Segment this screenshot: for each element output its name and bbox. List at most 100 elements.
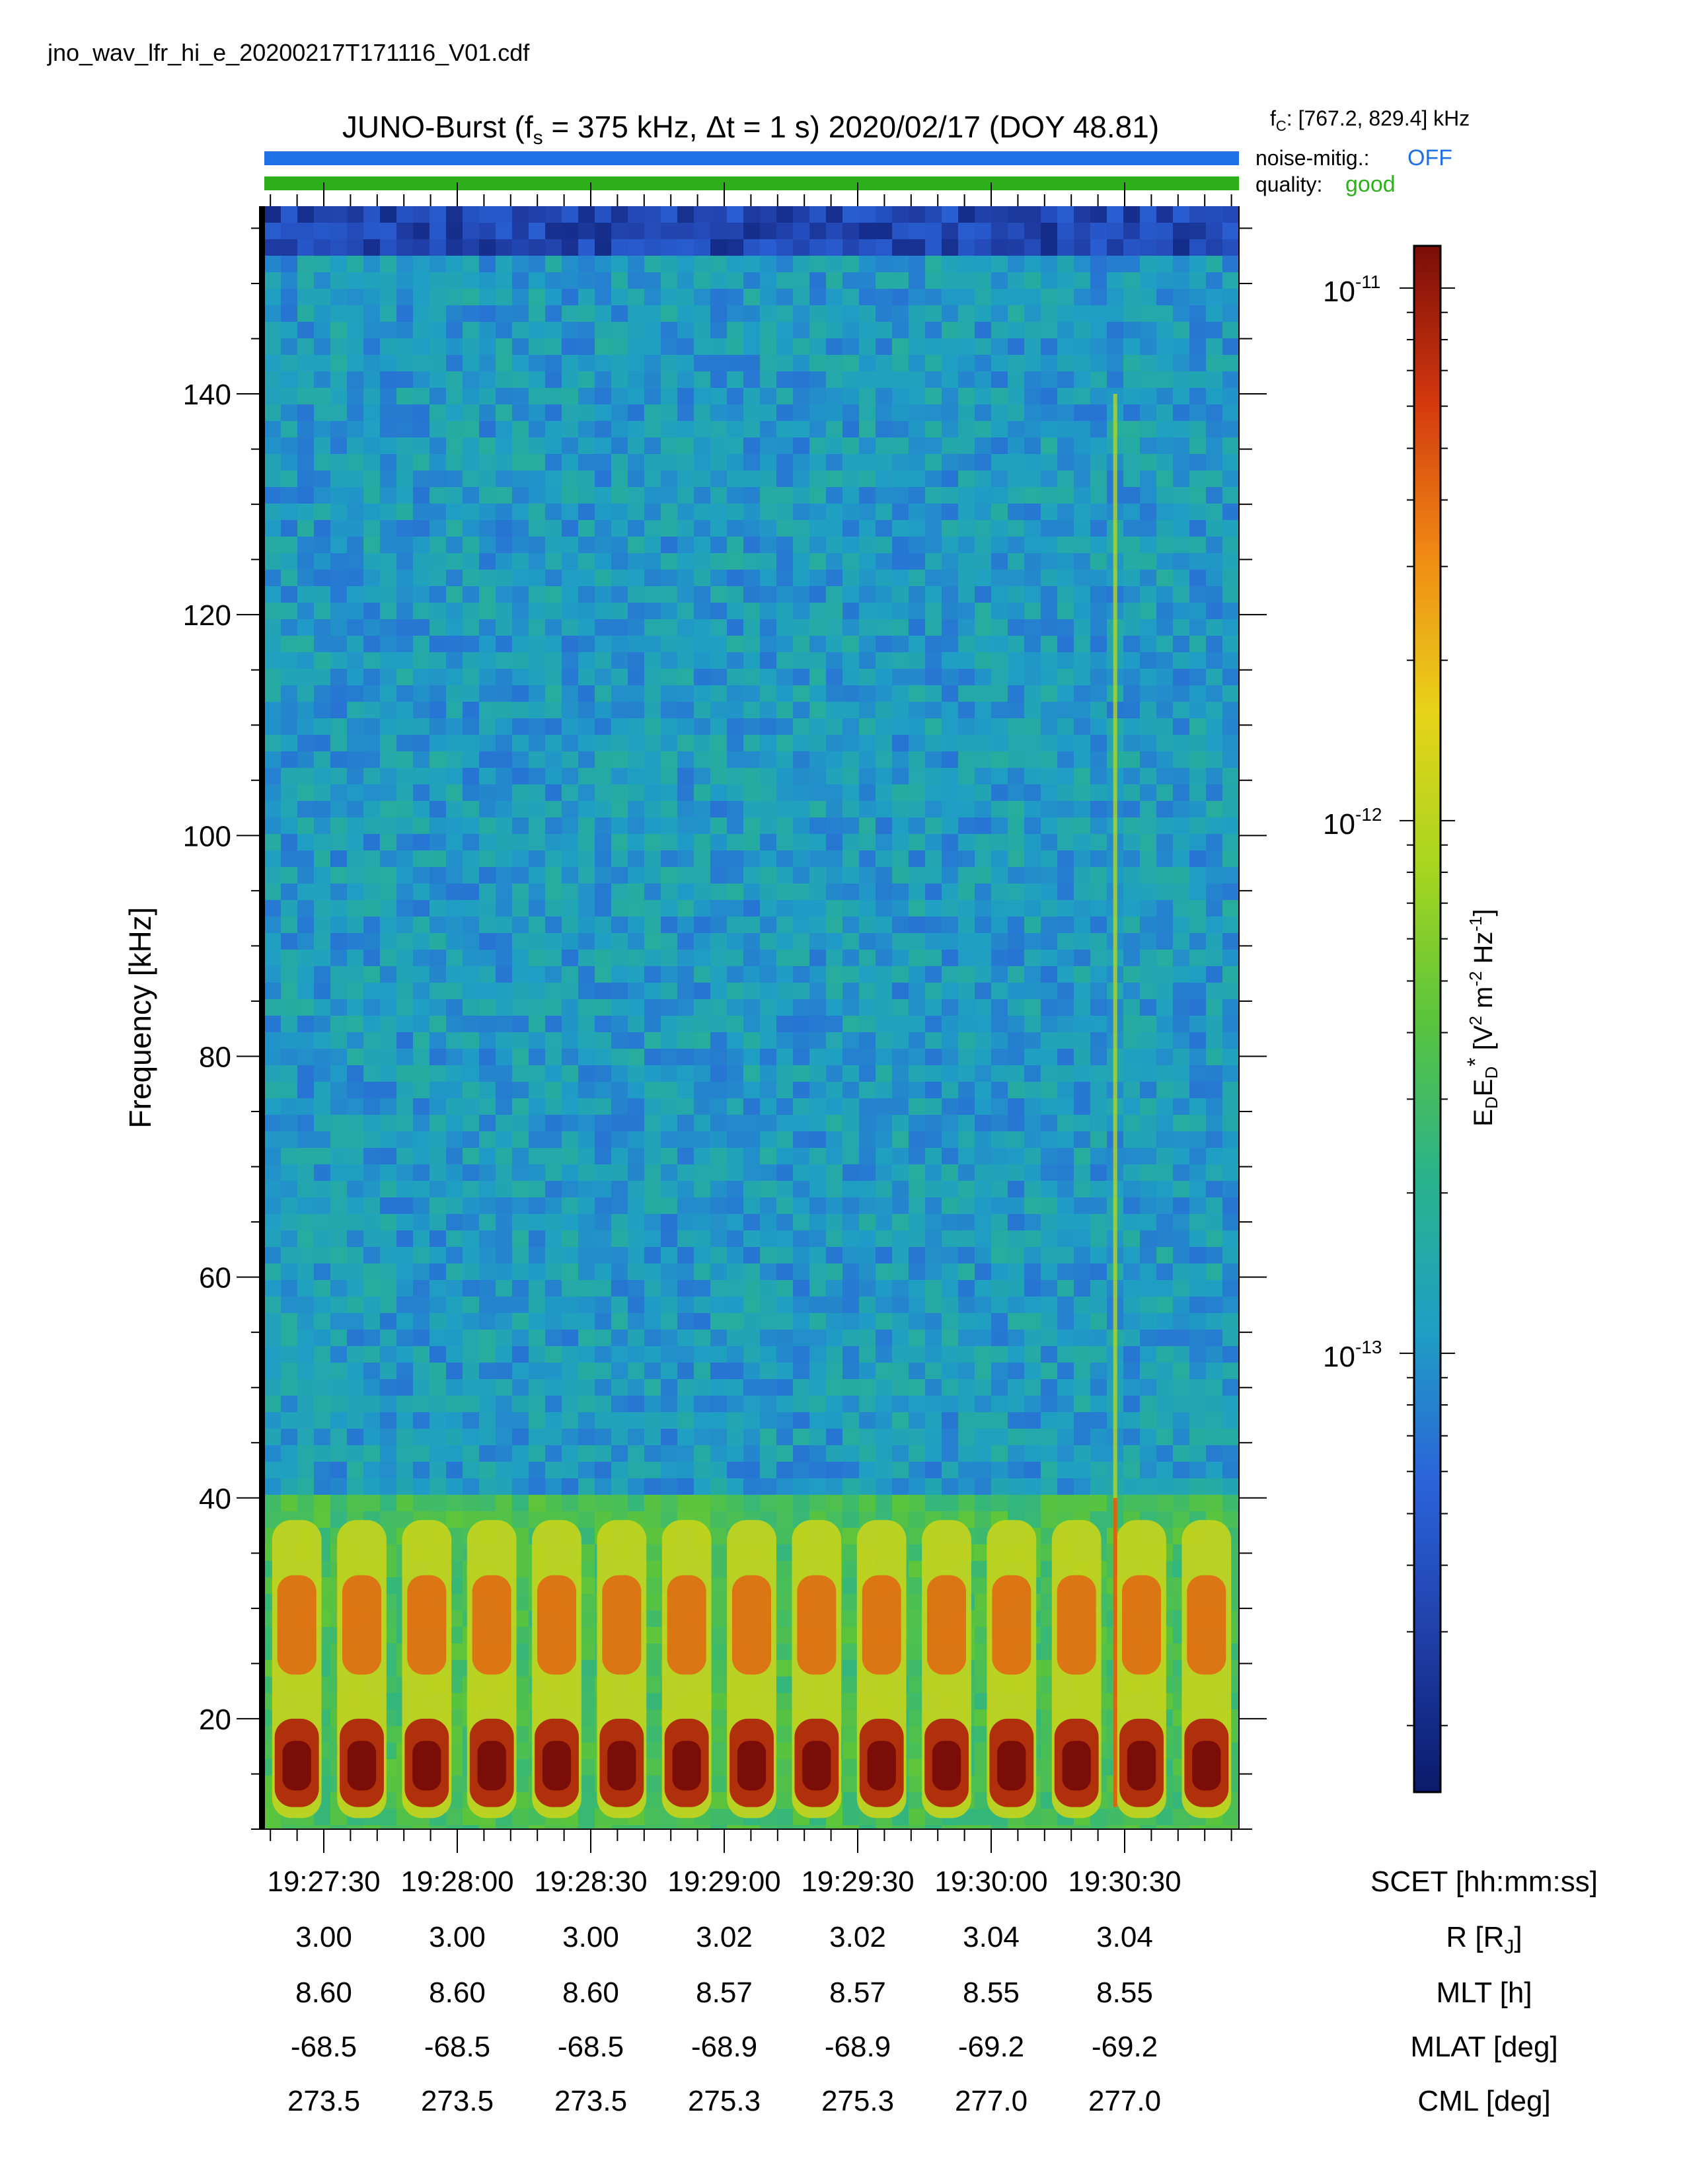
spectrogram-cell (347, 272, 363, 289)
spectrogram-cell (1074, 355, 1090, 371)
spectrogram-cell (264, 1330, 281, 1346)
spectrogram-cell (958, 1131, 975, 1148)
spectrogram-cell (975, 1082, 991, 1098)
spectrogram-cell (396, 1148, 413, 1164)
spectrogram-cell (1057, 1313, 1074, 1330)
spectrogram-cell (264, 404, 281, 421)
spectrogram-cell (413, 1049, 430, 1065)
spectrogram-cell (430, 1429, 446, 1445)
spectrogram-cell (330, 983, 347, 999)
spectrogram-cell (1024, 784, 1041, 801)
spectrogram-cell (628, 983, 644, 999)
spectrogram-cell (942, 437, 958, 454)
spectrogram-cell (330, 1346, 347, 1363)
spectrogram-cell (809, 900, 826, 917)
spectrogram-cell (826, 586, 842, 603)
spectrogram-cell (380, 669, 396, 685)
spectrogram-cell (809, 1363, 826, 1379)
spectrogram-cell (281, 1478, 297, 1495)
spectrogram-cell (743, 735, 760, 751)
spectrogram-cell (595, 404, 611, 421)
spectrogram-cell (595, 867, 611, 884)
spectrogram-cell (710, 1792, 727, 1809)
spectrogram-cell (1008, 817, 1024, 834)
spectrogram-cell (842, 1263, 859, 1280)
spectrogram-cell (396, 1164, 413, 1181)
spectrogram-cell (281, 652, 297, 669)
spectrogram-cell (479, 850, 496, 867)
spectrogram-cell (892, 850, 909, 867)
spectrogram-cell (363, 1181, 380, 1197)
spectrogram-cell (578, 1263, 595, 1280)
spectrogram-cell (925, 1131, 942, 1148)
spectrogram-cell (975, 1049, 991, 1065)
spectrogram-cell (1024, 685, 1041, 702)
spectrogram-cell (264, 619, 281, 636)
spectrogram-cell (1057, 520, 1074, 537)
spectrogram-cell (776, 487, 793, 504)
spectrogram-cell (826, 1098, 842, 1115)
spectrogram-cell (512, 1164, 529, 1181)
spectrogram-cell (628, 1230, 644, 1247)
spectrogram-cell (677, 652, 694, 669)
spectrogram-cell (776, 636, 793, 652)
spectrogram-cell (396, 669, 413, 685)
spectrogram-cell (314, 537, 330, 553)
spectrogram-cell (1024, 1181, 1041, 1197)
spectrogram-cell (281, 338, 297, 355)
spectrogram-cell (826, 454, 842, 471)
spectrogram-cell (809, 1297, 826, 1313)
spectrogram-cell (694, 388, 710, 404)
spectrogram-cell (793, 1478, 809, 1495)
spectrogram-cell (644, 784, 661, 801)
spectrogram-cell (1041, 1346, 1057, 1363)
spectrogram-cell (380, 1082, 396, 1098)
spectrogram-cell (793, 1197, 809, 1214)
spectrogram-cell (859, 520, 876, 537)
spectrogram-cell (264, 817, 281, 834)
spectrogram-cell (463, 619, 479, 636)
spectrogram-cell (512, 900, 529, 917)
spectrogram-cell (578, 371, 595, 388)
spectrogram-cell (644, 404, 661, 421)
spectrogram-cell (396, 1214, 413, 1230)
spectrogram-cell (809, 669, 826, 685)
spectrogram-cell (529, 487, 545, 504)
spectrogram-cell (1057, 702, 1074, 718)
spectrogram-cell (512, 784, 529, 801)
spectrogram-cell (529, 1115, 545, 1131)
spectrogram-cell (611, 718, 628, 735)
spectrogram-cell (330, 966, 347, 983)
spectrogram-cell (694, 900, 710, 917)
spectrogram-cell (1074, 966, 1090, 983)
spectrogram-cell (1090, 256, 1107, 272)
spectrogram-cell (826, 1065, 842, 1082)
spectrogram-cell (595, 834, 611, 850)
spectrogram-cell (562, 1082, 578, 1098)
spectrogram-cell (1041, 1016, 1057, 1032)
spectrogram-cell (975, 1164, 991, 1181)
spectrogram-cell (892, 999, 909, 1016)
spectrogram-cell (545, 487, 562, 504)
spectrogram-cell (446, 669, 463, 685)
spectrogram-cell (793, 223, 809, 239)
spectrogram-cell (1090, 652, 1107, 669)
spectrogram-cell (925, 1412, 942, 1429)
spectrogram-cell (727, 223, 743, 239)
spectrogram-cell (297, 1429, 314, 1445)
spectrogram-cell (496, 1396, 512, 1412)
spectrogram-cell (1041, 355, 1057, 371)
spectrogram-cell (776, 1115, 793, 1131)
spectrogram-cell (1074, 768, 1090, 784)
spectrogram-cell (330, 1263, 347, 1280)
spectrogram-cell (479, 1181, 496, 1197)
spectrogram-cell (644, 1792, 661, 1809)
spectrogram-cell (578, 487, 595, 504)
spectrogram-cell (396, 487, 413, 504)
spectrogram-cell (430, 867, 446, 884)
spectrogram-cell (809, 603, 826, 619)
spectrogram-cell (876, 371, 892, 388)
spectrogram-cell (876, 1164, 892, 1181)
spectrogram-cell (826, 603, 842, 619)
spectrogram-cell (644, 570, 661, 586)
